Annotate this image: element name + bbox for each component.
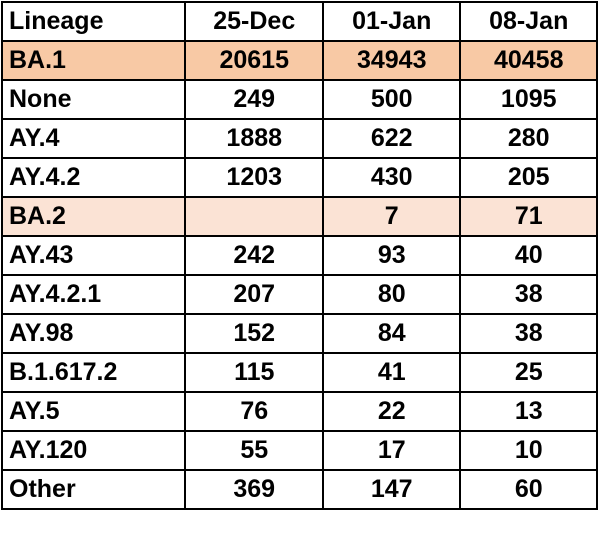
- header-row: Lineage 25-Dec 01-Jan 08-Jan: [0, 1, 598, 42]
- count-cell: 17: [321, 430, 462, 471]
- header-week-3: 08-Jan: [459, 1, 598, 42]
- lineage-cell: B.1.617.2: [0, 352, 187, 393]
- count-cell: 152: [184, 313, 324, 354]
- count-cell: 115: [184, 352, 324, 393]
- table-row: None 249 500 1095: [0, 79, 598, 120]
- count-cell: 80: [321, 274, 462, 315]
- count-cell: 1095: [459, 79, 598, 120]
- count-cell: 13: [459, 391, 598, 432]
- count-cell: 500: [321, 79, 462, 120]
- header-lineage: Lineage: [0, 1, 187, 42]
- header-week-1: 25-Dec: [184, 1, 324, 42]
- count-cell: 25: [459, 352, 598, 393]
- lineage-cell: AY.120: [0, 430, 187, 471]
- header-week-2: 01-Jan: [321, 1, 462, 42]
- count-cell: 430: [321, 157, 462, 198]
- count-cell: 40458: [459, 40, 598, 81]
- count-cell: 38: [459, 274, 598, 315]
- table-row: BA.2 7 71: [0, 196, 598, 237]
- lineage-cell: AY.4.2: [0, 157, 187, 198]
- count-cell: 207: [184, 274, 324, 315]
- count-cell: 205: [459, 157, 598, 198]
- count-cell: 147: [321, 469, 462, 510]
- count-cell: 55: [184, 430, 324, 471]
- table-row: AY.4 1888 622 280: [0, 118, 598, 159]
- table-row: BA.1 20615 34943 40458: [0, 40, 598, 81]
- table-row: AY.43 242 93 40: [0, 235, 598, 276]
- count-cell: 34943: [321, 40, 462, 81]
- lineage-cell: Other: [0, 469, 187, 510]
- table-row: AY.98 152 84 38: [0, 313, 598, 354]
- lineage-table: Lineage 25-Dec 01-Jan 08-Jan BA.1 20615 …: [0, 1, 598, 510]
- count-cell: 22: [321, 391, 462, 432]
- table-row: Other 369 147 60: [0, 469, 598, 510]
- count-cell: 242: [184, 235, 324, 276]
- count-cell: [184, 196, 324, 237]
- count-cell: 40: [459, 235, 598, 276]
- lineage-cell: AY.4.2.1: [0, 274, 187, 315]
- count-cell: 1888: [184, 118, 324, 159]
- count-cell: 280: [459, 118, 598, 159]
- lineage-cell: AY.4: [0, 118, 187, 159]
- count-cell: 71: [459, 196, 598, 237]
- lineage-cell: AY.5: [0, 391, 187, 432]
- count-cell: 622: [321, 118, 462, 159]
- count-cell: 84: [321, 313, 462, 354]
- count-cell: 7: [321, 196, 462, 237]
- count-cell: 249: [184, 79, 324, 120]
- lineage-cell: BA.1: [0, 40, 187, 81]
- lineage-cell: None: [0, 79, 187, 120]
- count-cell: 76: [184, 391, 324, 432]
- count-cell: 41: [321, 352, 462, 393]
- lineage-cell: AY.98: [0, 313, 187, 354]
- lineage-cell: AY.43: [0, 235, 187, 276]
- count-cell: 60: [459, 469, 598, 510]
- count-cell: 369: [184, 469, 324, 510]
- count-cell: 93: [321, 235, 462, 276]
- count-cell: 20615: [184, 40, 324, 81]
- table-row: AY.4.2.1 207 80 38: [0, 274, 598, 315]
- lineage-cell: BA.2: [0, 196, 187, 237]
- count-cell: 38: [459, 313, 598, 354]
- count-cell: 10: [459, 430, 598, 471]
- table-row: AY.5 76 22 13: [0, 391, 598, 432]
- table-row: B.1.617.2 115 41 25: [0, 352, 598, 393]
- table-row: AY.4.2 1203 430 205: [0, 157, 598, 198]
- count-cell: 1203: [184, 157, 324, 198]
- table-row: AY.120 55 17 10: [0, 430, 598, 471]
